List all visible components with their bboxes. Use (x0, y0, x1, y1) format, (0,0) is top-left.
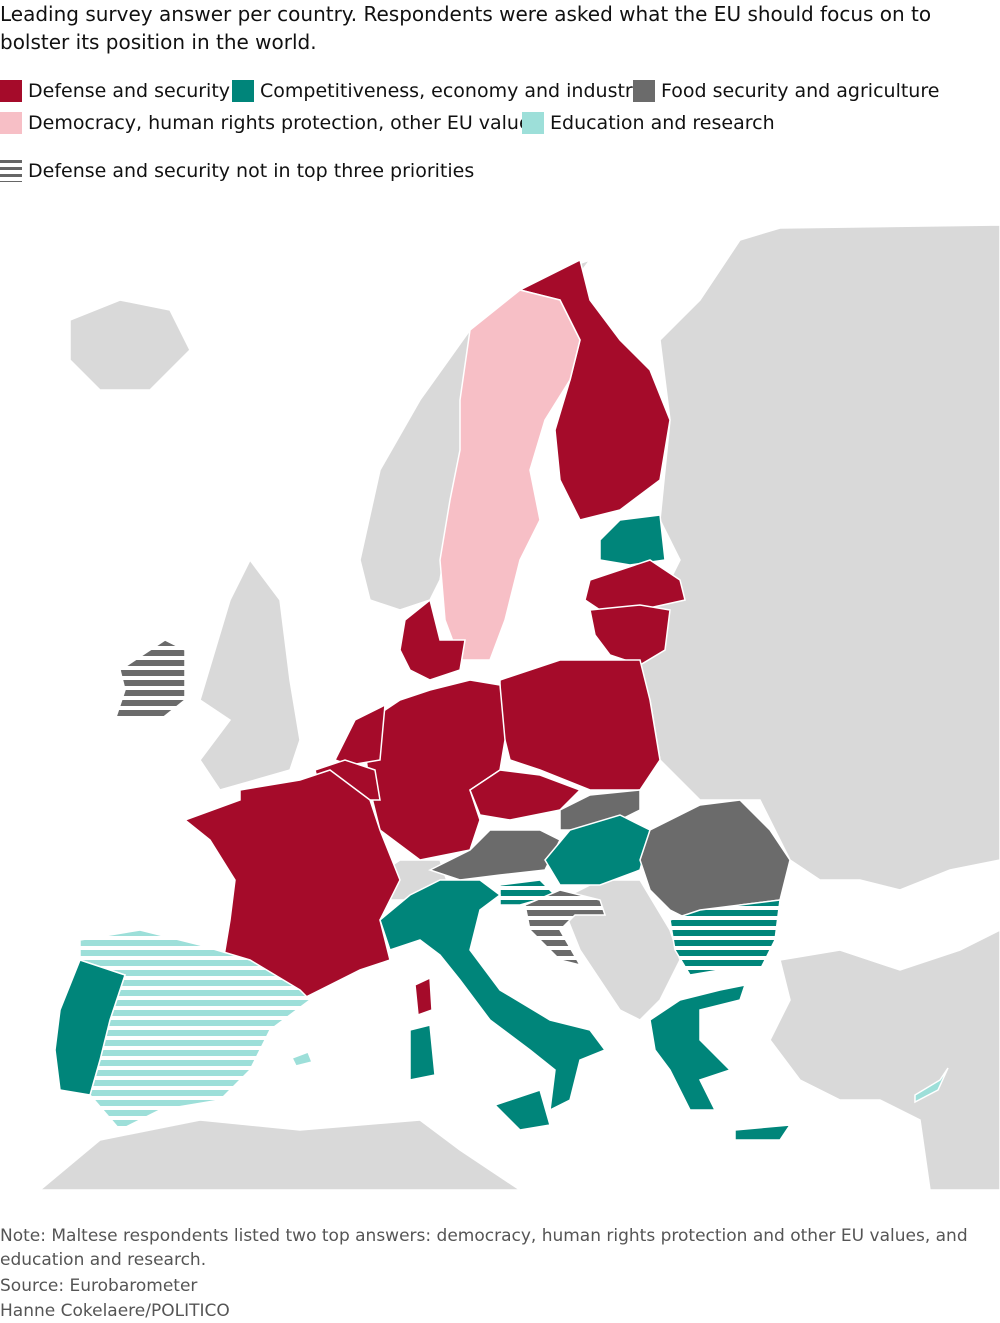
portugal (54, 959, 126, 1096)
legend-item: Competitiveness, economy and industry (232, 79, 644, 103)
credit: Hanne Cokelaere/POLITICO (0, 1301, 230, 1321)
austria (428, 829, 562, 881)
legend-label: Defense and security not in top three pr… (28, 160, 475, 182)
legend-item: Defense and security not in top three pr… (0, 159, 474, 183)
legend-label: Education and research (550, 112, 775, 134)
title: Leading survey answer per country. Respo… (0, 2, 932, 54)
source: Source: Eurobarometer (0, 1276, 198, 1296)
lithuania (589, 604, 671, 666)
sicily (493, 1089, 551, 1131)
romania (639, 799, 791, 921)
france (183, 769, 401, 1001)
poland (499, 659, 661, 791)
czechia (469, 769, 582, 821)
legend-hatch (0, 160, 22, 182)
netherlands (333, 703, 386, 766)
bulgaria (669, 899, 781, 976)
cyprus (914, 1067, 949, 1104)
legend-label: Defense and security (28, 80, 231, 102)
legend-swatch (0, 112, 22, 134)
ireland (113, 639, 186, 721)
legend-item: Education and research (522, 111, 775, 135)
legend-label: Food security and agriculture (661, 80, 940, 102)
note: Note: Maltese respondents listed two top… (0, 1226, 968, 1270)
legend-swatch (633, 80, 655, 102)
legend-label: Competitiveness, economy and industry (260, 80, 644, 102)
germany (364, 679, 506, 861)
latvia (584, 559, 686, 611)
legend-swatch (522, 112, 544, 134)
crete (734, 1124, 792, 1141)
corsica (414, 976, 433, 1017)
legend-swatch (0, 80, 22, 102)
legend-item: Defense and security (0, 79, 230, 103)
croatia (524, 889, 607, 967)
sardinia (409, 1024, 436, 1081)
greece (649, 984, 747, 1111)
italy (379, 879, 607, 1112)
legend-item: Democracy, human rights protection, othe… (0, 111, 541, 135)
balearics (290, 1051, 314, 1067)
non-eu-land (37, 224, 1000, 1191)
denmark (399, 598, 466, 681)
legend-label: Democracy, human rights protection, othe… (28, 112, 541, 134)
eu-countries (54, 258, 949, 1141)
sweden (439, 289, 581, 661)
legend-item: Food security and agriculture (633, 79, 939, 103)
legend-swatch (232, 80, 254, 102)
estonia (599, 514, 666, 566)
